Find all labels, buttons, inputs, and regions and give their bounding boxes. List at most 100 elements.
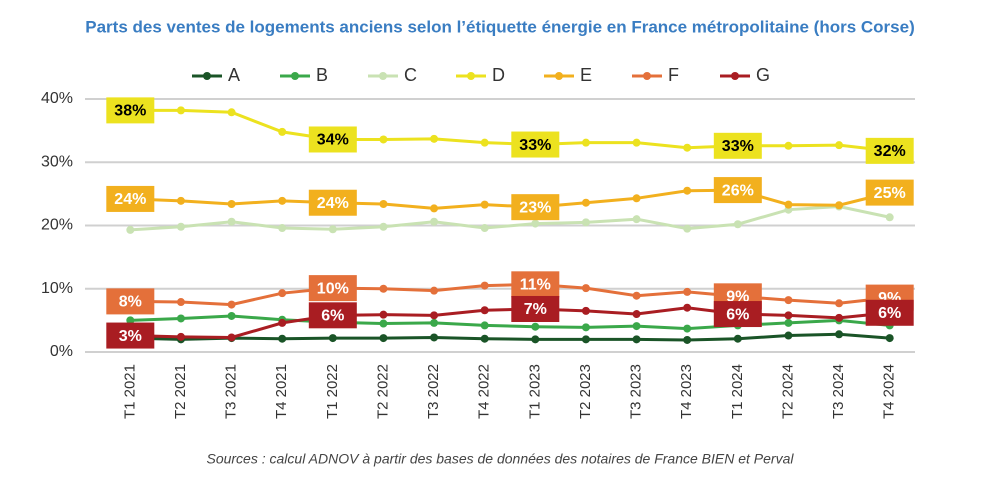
label-box bbox=[308, 302, 357, 329]
point bbox=[328, 225, 337, 234]
x-tick-label: T3 2022 bbox=[425, 364, 442, 419]
value-label: 6% bbox=[308, 302, 357, 329]
point bbox=[480, 200, 489, 209]
legend-label: B bbox=[316, 65, 328, 85]
point bbox=[227, 217, 236, 226]
series-line bbox=[130, 188, 891, 210]
point bbox=[176, 314, 185, 323]
value-label: 11% bbox=[511, 271, 560, 298]
point bbox=[581, 284, 590, 293]
value-label: 8% bbox=[106, 288, 155, 315]
point bbox=[430, 333, 439, 342]
point bbox=[379, 334, 388, 343]
legend-marker bbox=[643, 72, 651, 80]
x-tick-label: T1 2022 bbox=[324, 364, 341, 419]
legend-marker bbox=[203, 72, 211, 80]
data-label: 25% bbox=[874, 185, 906, 202]
legend-marker bbox=[731, 72, 739, 80]
data-label: 10% bbox=[317, 280, 349, 297]
point bbox=[683, 143, 692, 152]
data-label: 8% bbox=[119, 294, 142, 311]
series-line bbox=[130, 108, 890, 153]
value-label: 6% bbox=[713, 301, 762, 328]
label-box bbox=[865, 179, 914, 206]
point bbox=[683, 287, 692, 296]
chart-title: Parts des ventes de logements anciens se… bbox=[85, 17, 914, 36]
label-box bbox=[308, 275, 357, 302]
value-label: 33% bbox=[511, 131, 560, 158]
point bbox=[784, 141, 793, 150]
series-line bbox=[130, 282, 890, 307]
point bbox=[784, 318, 793, 327]
y-tick-label: 0% bbox=[50, 343, 73, 360]
value-label: 6% bbox=[865, 299, 914, 326]
point bbox=[430, 311, 439, 320]
point bbox=[784, 311, 793, 320]
x-tick-label: T2 2021 bbox=[172, 364, 189, 419]
label-box bbox=[865, 137, 914, 164]
legend-label: C bbox=[404, 65, 417, 85]
point bbox=[885, 213, 894, 222]
x-tick-label: T2 2023 bbox=[577, 364, 594, 419]
point bbox=[278, 318, 287, 327]
point bbox=[632, 291, 641, 300]
point bbox=[227, 333, 236, 342]
point bbox=[835, 313, 844, 322]
label-box bbox=[106, 322, 155, 349]
y-tick-label: 10% bbox=[41, 280, 73, 297]
point bbox=[176, 298, 185, 307]
point bbox=[581, 198, 590, 207]
point bbox=[885, 334, 894, 343]
value-label: 24% bbox=[308, 189, 357, 216]
point bbox=[176, 222, 185, 231]
point bbox=[531, 335, 540, 344]
label-box bbox=[713, 177, 762, 204]
value-label: 38% bbox=[106, 97, 155, 124]
point bbox=[480, 306, 489, 315]
point bbox=[835, 330, 844, 339]
legend-label: E bbox=[580, 65, 592, 85]
point bbox=[430, 217, 439, 226]
point bbox=[632, 322, 641, 331]
point bbox=[632, 194, 641, 203]
legend-label: D bbox=[492, 65, 505, 85]
label-box bbox=[308, 189, 357, 216]
point bbox=[632, 335, 641, 344]
point bbox=[581, 138, 590, 147]
point bbox=[784, 200, 793, 209]
point bbox=[531, 219, 540, 228]
x-tick-label: T2 2022 bbox=[374, 364, 391, 419]
x-tick-label: T1 2021 bbox=[121, 364, 138, 419]
data-label: 38% bbox=[114, 103, 146, 120]
point bbox=[430, 286, 439, 295]
point bbox=[784, 331, 793, 340]
point bbox=[176, 196, 185, 205]
point bbox=[379, 319, 388, 328]
point bbox=[176, 106, 185, 115]
legend-marker bbox=[467, 72, 475, 80]
value-label: 33% bbox=[713, 132, 762, 159]
value-label: 26% bbox=[713, 177, 762, 204]
value-label: 24% bbox=[106, 185, 155, 212]
point bbox=[227, 199, 236, 208]
x-tick-label: T3 2024 bbox=[830, 364, 847, 419]
point bbox=[126, 225, 135, 234]
point bbox=[379, 199, 388, 208]
data-label: 33% bbox=[722, 138, 754, 155]
value-label: 34% bbox=[308, 126, 357, 153]
point bbox=[430, 204, 439, 213]
point bbox=[683, 303, 692, 312]
label-box bbox=[308, 126, 357, 153]
point bbox=[430, 134, 439, 143]
value-label: 23% bbox=[511, 194, 560, 221]
y-tick-label: 40% bbox=[41, 90, 73, 107]
data-label: 34% bbox=[317, 132, 349, 149]
y-tick-label: 30% bbox=[41, 153, 73, 170]
point bbox=[581, 306, 590, 315]
point bbox=[328, 334, 337, 343]
point bbox=[784, 296, 793, 305]
x-tick-label: T3 2023 bbox=[628, 364, 645, 419]
label-box bbox=[713, 301, 762, 328]
label-box bbox=[106, 185, 155, 212]
value-label: 32% bbox=[865, 137, 914, 164]
